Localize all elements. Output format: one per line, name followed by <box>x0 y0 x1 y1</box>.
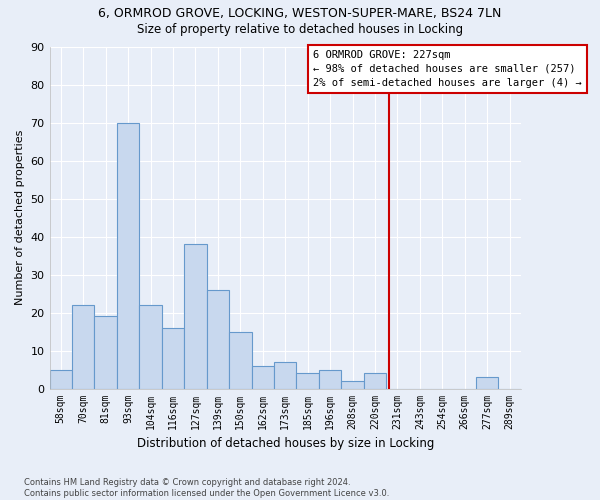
Bar <box>162 328 184 388</box>
Bar <box>94 316 117 388</box>
Bar <box>274 362 296 388</box>
Bar <box>117 122 139 388</box>
Bar <box>229 332 251 388</box>
Text: 6, ORMROD GROVE, LOCKING, WESTON-SUPER-MARE, BS24 7LN: 6, ORMROD GROVE, LOCKING, WESTON-SUPER-M… <box>98 8 502 20</box>
X-axis label: Distribution of detached houses by size in Locking: Distribution of detached houses by size … <box>137 437 434 450</box>
Bar <box>319 370 341 388</box>
Bar <box>50 370 72 388</box>
Bar <box>476 377 499 388</box>
Y-axis label: Number of detached properties: Number of detached properties <box>15 130 25 305</box>
Bar <box>139 305 162 388</box>
Bar <box>341 381 364 388</box>
Bar <box>184 244 206 388</box>
Bar <box>296 374 319 388</box>
Bar <box>206 290 229 388</box>
Bar <box>364 374 386 388</box>
Bar <box>72 305 94 388</box>
Text: 6 ORMROD GROVE: 227sqm
← 98% of detached houses are smaller (257)
2% of semi-det: 6 ORMROD GROVE: 227sqm ← 98% of detached… <box>313 50 582 88</box>
Bar <box>251 366 274 388</box>
Text: Size of property relative to detached houses in Locking: Size of property relative to detached ho… <box>137 22 463 36</box>
Text: Contains HM Land Registry data © Crown copyright and database right 2024.
Contai: Contains HM Land Registry data © Crown c… <box>24 478 389 498</box>
